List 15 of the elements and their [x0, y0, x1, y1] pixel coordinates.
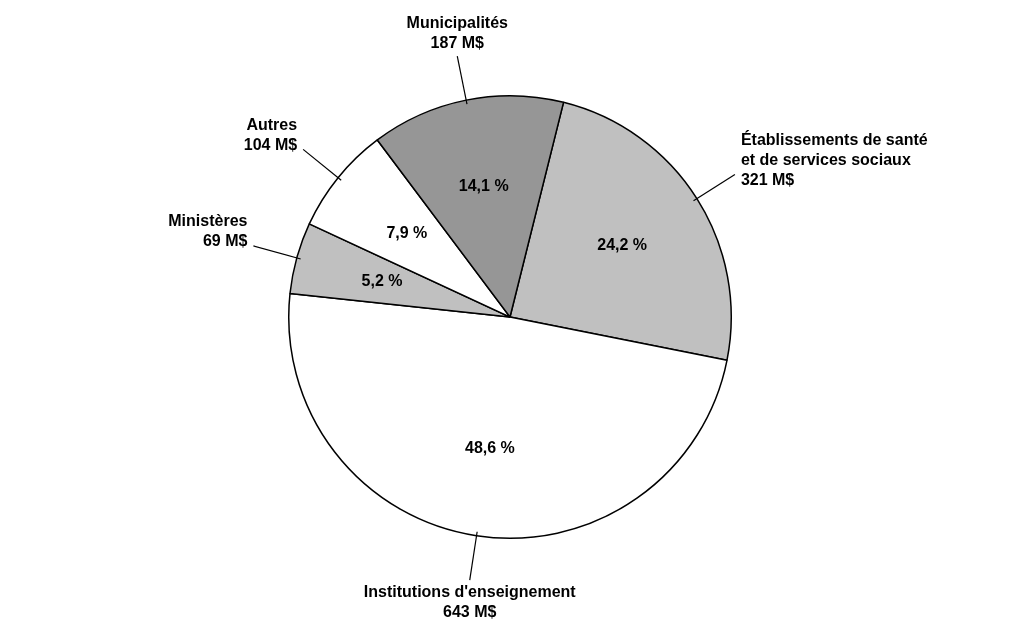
slice-label: Autres: [246, 115, 298, 133]
text: 24,2 %: [597, 236, 648, 254]
text: 5,2 %: [361, 271, 403, 289]
data-label: 69 M$: [202, 232, 248, 250]
data-label: 321 M$: [740, 170, 795, 188]
text: 48,6 %: [465, 438, 515, 456]
slice-label: Municipalités: [406, 14, 509, 32]
slice-label: Institutions d'enseignement: [363, 582, 577, 600]
data-label: 643 M$: [443, 602, 497, 620]
data-label: 104 M$: [243, 135, 298, 153]
slice-label: Ministères: [168, 212, 248, 230]
data-label: 187 M$: [430, 34, 485, 52]
text: 7,9 %: [386, 223, 428, 241]
text: 14,1 %: [458, 177, 509, 195]
slice-label: Établissements de santé et de services sociaux: [740, 129, 928, 168]
